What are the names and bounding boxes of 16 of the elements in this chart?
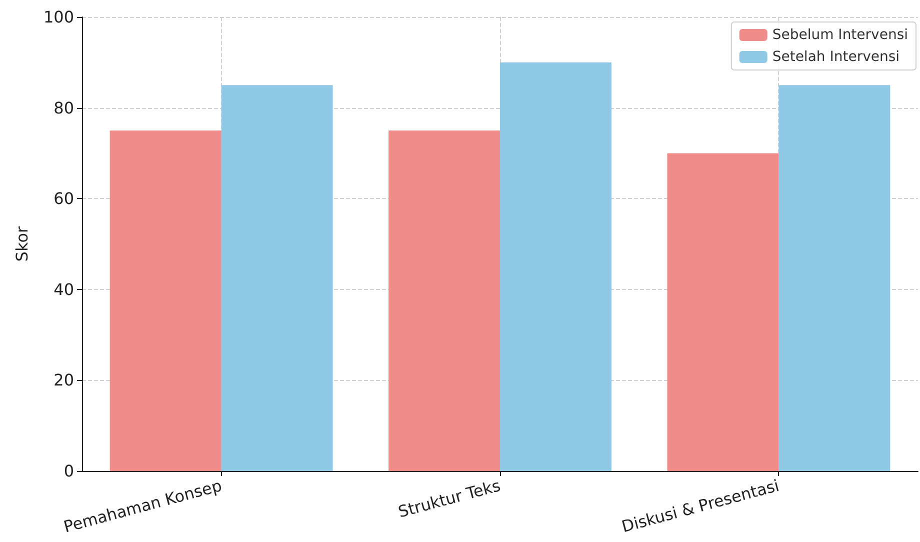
bar xyxy=(110,130,222,471)
y-axis-title: Skor xyxy=(12,226,32,262)
y-tick-label: 60 xyxy=(54,189,74,208)
y-tick-label: 20 xyxy=(54,370,74,390)
legend-label: Sebelum Intervensi xyxy=(772,27,908,43)
y-tick-label: 0 xyxy=(64,462,74,480)
y-tick-label: 80 xyxy=(54,98,74,118)
bar xyxy=(221,85,333,471)
legend-label: Setelah Intervensi xyxy=(772,49,900,65)
y-tick-label: 40 xyxy=(54,280,74,299)
bar xyxy=(778,85,890,471)
y-tick-label: 100 xyxy=(43,8,74,26)
x-tick-label: Struktur Teks xyxy=(396,476,502,522)
bar xyxy=(388,130,500,471)
bar xyxy=(500,62,612,471)
bar xyxy=(667,153,779,471)
